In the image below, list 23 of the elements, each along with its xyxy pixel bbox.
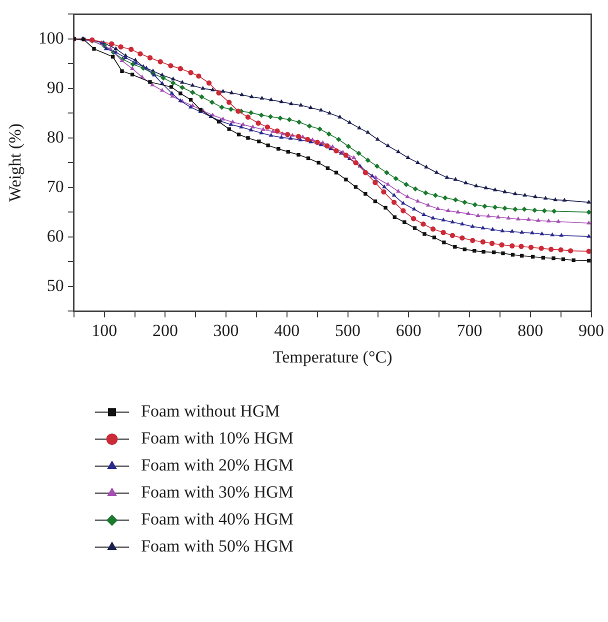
legend-label: Foam with 50% HGM	[141, 536, 294, 556]
x-tick-label: 600	[396, 320, 422, 340]
x-tick-label: 800	[518, 320, 544, 340]
legend-label: Foam with 40% HGM	[141, 510, 294, 529]
x-tick-label: 500	[335, 320, 361, 340]
legend-label: Foam with 10% HGM	[141, 428, 294, 448]
y-tick-label: 70	[46, 176, 64, 196]
y-axis-title: Weight (%)	[6, 123, 25, 202]
x-tick-label: 300	[213, 320, 239, 340]
y-tick-label: 90	[46, 78, 64, 97]
legend-label: Foam with 30% HGM	[141, 482, 294, 502]
x-axis-title: Temperature (°C)	[272, 347, 392, 366]
y-tick-label: 50	[46, 276, 64, 295]
y-tick-label: 100	[38, 28, 64, 48]
x-tick-label: 700	[456, 320, 482, 340]
legend-label: Foam with 20% HGM	[141, 456, 294, 475]
x-tick-label: 200	[152, 320, 178, 340]
legend-label: Foam without HGM	[141, 402, 280, 421]
y-tick-label: 80	[46, 127, 64, 146]
x-tick-label: 100	[92, 320, 118, 340]
x-tick-label: 400	[274, 320, 300, 340]
x-tick-label: 900	[578, 320, 604, 340]
y-tick-label: 60	[46, 226, 64, 246]
